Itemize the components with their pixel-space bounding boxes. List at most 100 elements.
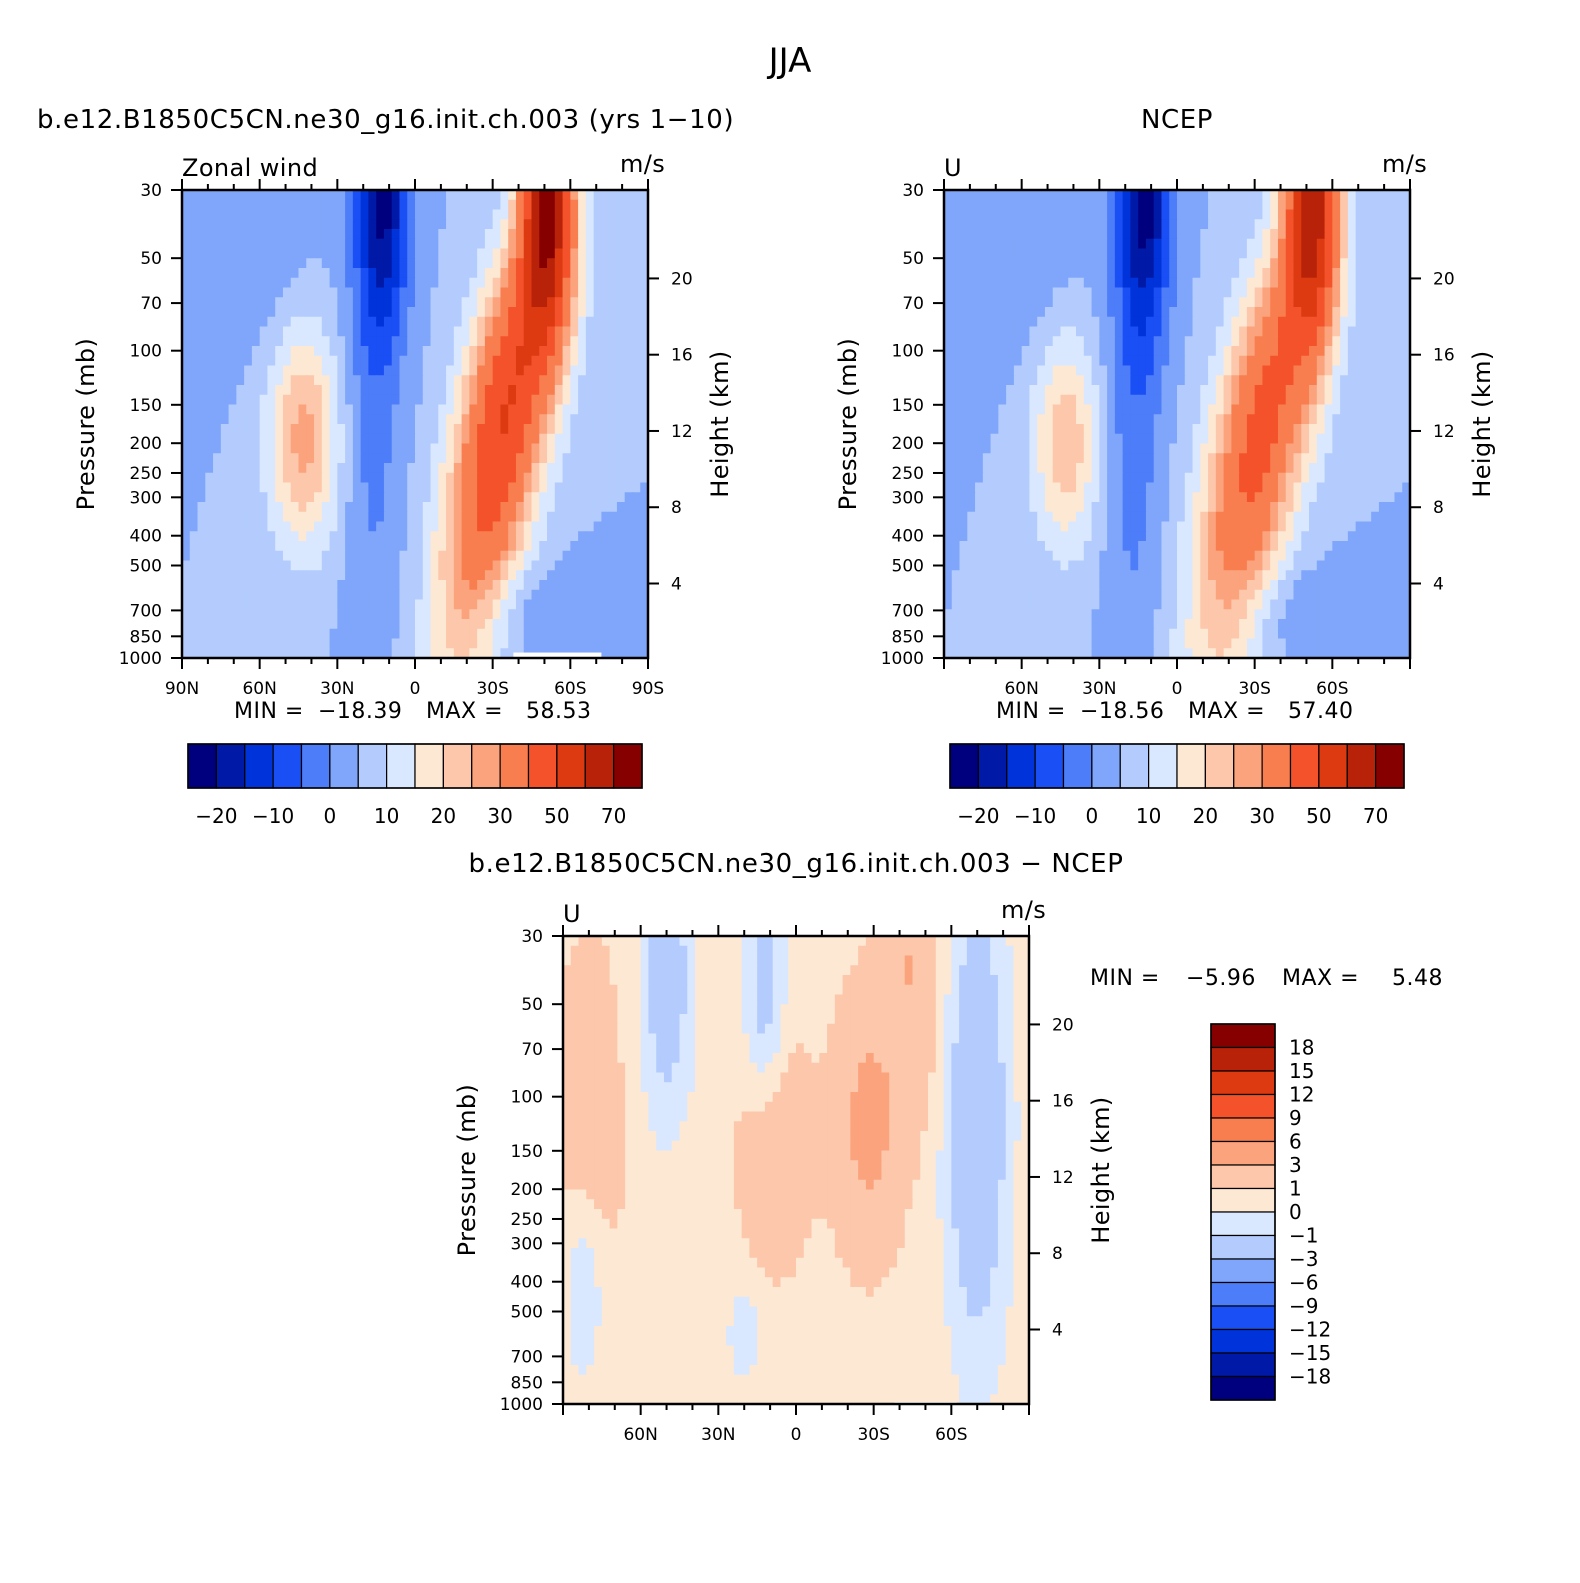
contour-cell: [1083, 414, 1093, 425]
contour-cell: [585, 570, 595, 581]
contour-cell: [492, 414, 502, 425]
contour-cell: [1270, 385, 1279, 396]
contour-cell: [360, 599, 370, 611]
contour-cell: [391, 355, 401, 367]
contour-cell: [1060, 190, 1070, 201]
contour-cell: [205, 609, 214, 620]
contour-cell: [1114, 414, 1124, 425]
contour-cell: [1254, 326, 1264, 338]
contour-cell: [407, 297, 416, 308]
contour-cell: [1277, 229, 1287, 240]
contour-cell: [484, 472, 494, 484]
contour-cell: [508, 492, 517, 503]
contour-cell: [1037, 219, 1046, 230]
contour-cell: [570, 599, 579, 611]
contour-cell: [508, 355, 517, 367]
contour-cell: [515, 209, 525, 221]
contour-cell: [547, 570, 556, 581]
contour-cell: [1169, 424, 1178, 435]
contour-cell: [578, 541, 587, 552]
contour-cell: [1192, 326, 1202, 338]
contour-cell: [1215, 229, 1225, 240]
contour-cell: [570, 492, 579, 503]
contour-cell: [1021, 316, 1031, 328]
contour-cell: [329, 531, 339, 542]
contour-cell: [640, 404, 648, 416]
contour-cell: [430, 638, 440, 650]
contour-cell: [205, 580, 214, 591]
contour-cell: [1091, 297, 1101, 308]
contour-cell: [1037, 209, 1046, 221]
contour-cell: [1091, 375, 1101, 386]
contour-cell: [1277, 375, 1287, 386]
contour-cell: [1378, 316, 1388, 328]
contour-cell: [236, 638, 245, 650]
contour-cell: [337, 336, 346, 347]
contour-cell: [547, 355, 556, 367]
contour-cell: [624, 365, 634, 377]
contour-cell: [205, 375, 214, 386]
contour-cell: [593, 502, 603, 513]
contour-cell: [329, 648, 339, 658]
contour-cell: [640, 609, 648, 620]
contour-cell: [376, 628, 385, 640]
contour-cell: [1169, 307, 1178, 318]
contour-cell: [570, 385, 579, 396]
contour-cell: [1083, 365, 1093, 377]
contour-cell: [1355, 316, 1365, 328]
contour-cell: [189, 433, 199, 445]
contour-cell: [345, 229, 354, 240]
contour-cell: [1130, 472, 1139, 484]
contour-cell: [1347, 443, 1357, 455]
contour-cell: [376, 238, 385, 250]
contour-cell: [306, 199, 315, 211]
contour-cell: [383, 521, 393, 533]
contour-cell: [967, 258, 976, 269]
contour-cell: [1324, 287, 1334, 299]
contour-cell: [967, 307, 976, 318]
contour-cell: [967, 394, 976, 406]
contour-cell: [1029, 229, 1038, 240]
contour-cell: [205, 336, 214, 347]
contour-cell: [1076, 336, 1085, 347]
contour-cell: [1340, 238, 1349, 250]
contour-cell: [1223, 482, 1233, 494]
contour-cell: [640, 414, 648, 425]
contour-cell: [1270, 248, 1279, 260]
contour-cell: [1200, 424, 1209, 435]
contour-cell: [1239, 375, 1248, 386]
contour-cell: [1215, 209, 1225, 221]
contour-cell: [1332, 199, 1341, 211]
contour-cell: [391, 648, 401, 658]
contour-cell: [1254, 453, 1264, 464]
contour-cell: [601, 316, 610, 328]
contour-cell: [251, 521, 261, 533]
contour-cell: [975, 248, 984, 260]
contour-cell: [197, 346, 207, 357]
contour-cell: [515, 346, 525, 357]
contour-cell: [616, 346, 626, 357]
contour-cell: [244, 521, 253, 533]
contour-cell: [609, 268, 618, 279]
contour-cell: [1363, 482, 1372, 494]
contour-cell: [1052, 453, 1062, 464]
contour-cell: [1208, 433, 1217, 445]
contour-cell: [1153, 336, 1163, 347]
contour-cell: [1052, 346, 1062, 357]
contour-cell: [407, 258, 416, 269]
contour-cell: [298, 463, 308, 474]
contour-cell: [321, 268, 331, 279]
contour-cell: [453, 268, 463, 279]
contour-cell: [205, 277, 214, 289]
contour-cell: [430, 628, 440, 640]
contour-cell: [1363, 219, 1372, 230]
contour-cell: [1184, 190, 1194, 201]
contour-cell: [438, 521, 447, 533]
contour-cell: [1262, 346, 1271, 357]
contour-cell: [1277, 248, 1287, 260]
contour-cell: [531, 599, 541, 611]
contour-cell: [251, 511, 261, 523]
contour-cell: [1394, 492, 1404, 503]
contour-cell: [1169, 268, 1178, 279]
contour-cell: [1068, 219, 1077, 230]
